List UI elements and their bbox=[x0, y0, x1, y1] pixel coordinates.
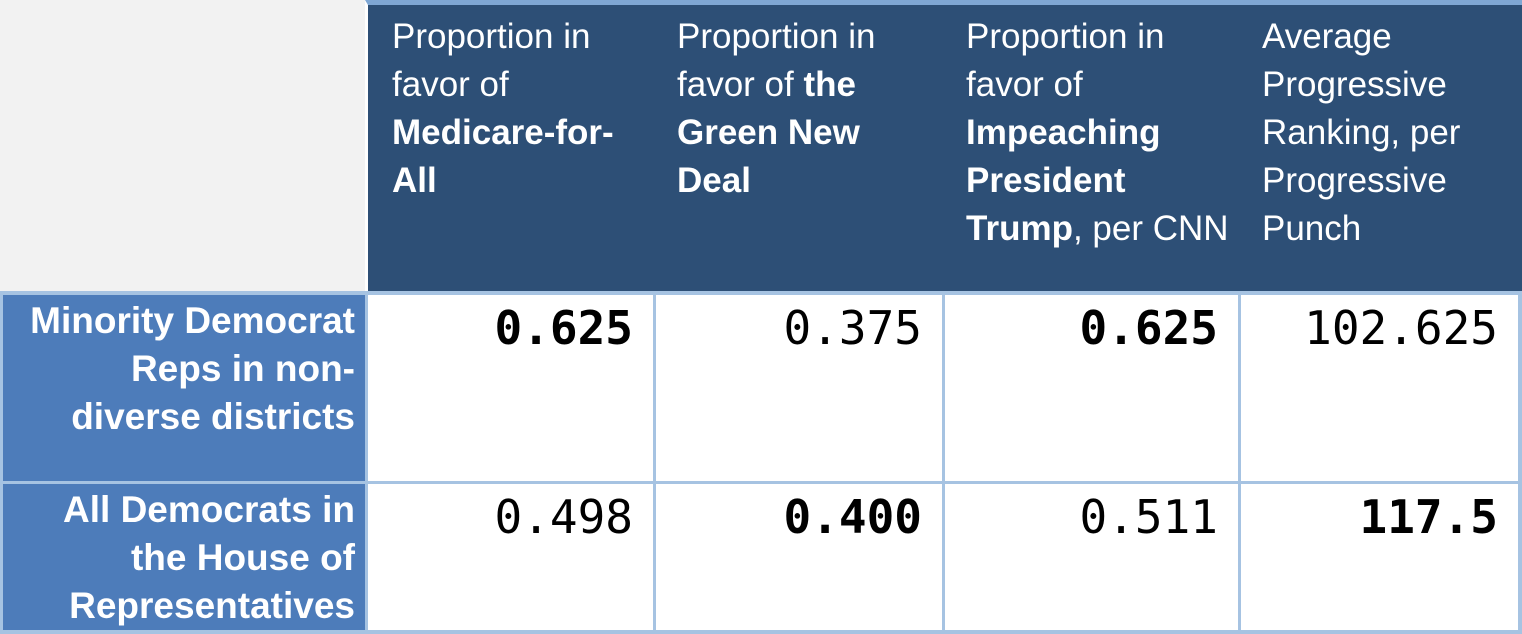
column-header-progressive-ranking: Average Progressive Ranking, per Progres… bbox=[1238, 0, 1522, 291]
cell-minority-green-new-deal: 0.375 bbox=[653, 291, 942, 481]
cell-all-democrats-progressive-ranking: 117.5 bbox=[1238, 481, 1522, 634]
cell-minority-impeachment: 0.625 bbox=[942, 291, 1238, 481]
header-row: Proportion in favor of Medicare-for-All … bbox=[0, 0, 1522, 291]
cell-all-democrats-medicare: 0.498 bbox=[365, 481, 653, 634]
column-header-text: Proportion in favor of Medicare-for-All bbox=[392, 17, 614, 200]
column-header-text: Average Progressive Ranking, per Progres… bbox=[1262, 17, 1461, 248]
column-header-text: Proportion in favor of the Green New Dea… bbox=[677, 17, 876, 200]
cell-all-democrats-green-new-deal: 0.400 bbox=[653, 481, 942, 634]
column-header-medicare: Proportion in favor of Medicare-for-All bbox=[365, 0, 653, 291]
column-header-impeachment: Proportion in favor of Impeaching Presid… bbox=[942, 0, 1238, 291]
row-header-all-democrats: All Democrats in the House of Representa… bbox=[0, 481, 365, 634]
cell-minority-medicare: 0.625 bbox=[365, 291, 653, 481]
cell-all-democrats-impeachment: 0.511 bbox=[942, 481, 1238, 634]
column-header-green-new-deal: Proportion in favor of the Green New Dea… bbox=[653, 0, 942, 291]
column-header-text: Proportion in favor of Impeaching Presid… bbox=[966, 17, 1229, 248]
corner-cell bbox=[0, 0, 365, 291]
row-minority-democrat-reps: Minority Democrat Reps in non-diverse di… bbox=[0, 291, 1522, 481]
row-all-democrats: All Democrats in the House of Representa… bbox=[0, 481, 1522, 634]
cell-minority-progressive-ranking: 102.625 bbox=[1238, 291, 1522, 481]
row-header-minority-democrat-reps: Minority Democrat Reps in non-diverse di… bbox=[0, 291, 365, 481]
